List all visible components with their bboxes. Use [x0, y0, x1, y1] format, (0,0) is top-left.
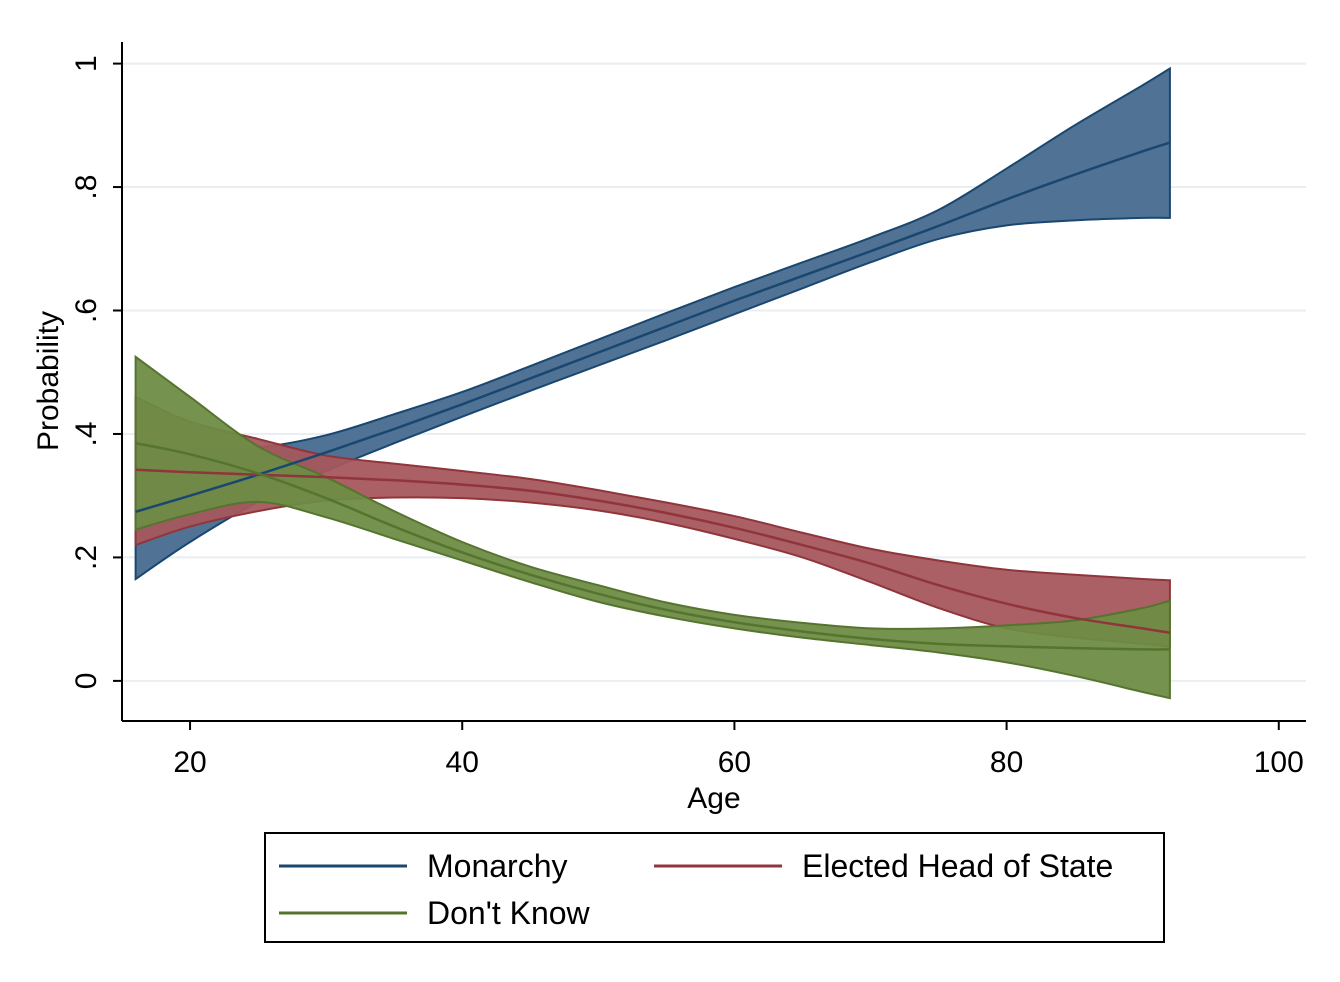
y-tick-label-1: .2	[70, 545, 103, 570]
axes: 0 .2 .4 .6 .8 1 20 40 60 80 100	[70, 42, 1306, 779]
x-tick-label-2: 60	[718, 746, 751, 779]
x-tick-label-0: 20	[173, 746, 206, 779]
y-tick-label-5: 1	[70, 55, 103, 72]
y-axis-title: Probability	[32, 311, 65, 451]
series-lines	[135, 141, 1171, 651]
x-tick-label-1: 40	[446, 746, 479, 779]
ci-band-don-t-know	[134, 354, 1171, 700]
legend-label-dont-know: Don't Know	[427, 895, 591, 931]
legend: Monarchy Elected Head of State Don't Kno…	[264, 832, 1165, 943]
x-tick-label-4: 100	[1254, 746, 1304, 779]
legend-box	[264, 832, 1165, 943]
legend-label-monarchy: Monarchy	[427, 848, 568, 884]
y-tick-label-4: .8	[70, 175, 103, 200]
x-tick-label-3: 80	[990, 746, 1023, 779]
y-tick-label-2: .4	[70, 421, 103, 446]
y-tick-label-3: .6	[70, 298, 103, 323]
legend-label-elected-head-of-state: Elected Head of State	[802, 848, 1113, 884]
confidence-bands	[134, 66, 1171, 700]
line-elected-head-of-state	[135, 468, 1171, 634]
x-axis-title: Age	[687, 782, 740, 815]
line-don-t-know	[135, 442, 1170, 651]
line-monarchy	[135, 141, 1171, 513]
ci-band-monarchy	[134, 66, 1171, 581]
y-tick-label-0: 0	[70, 673, 103, 690]
